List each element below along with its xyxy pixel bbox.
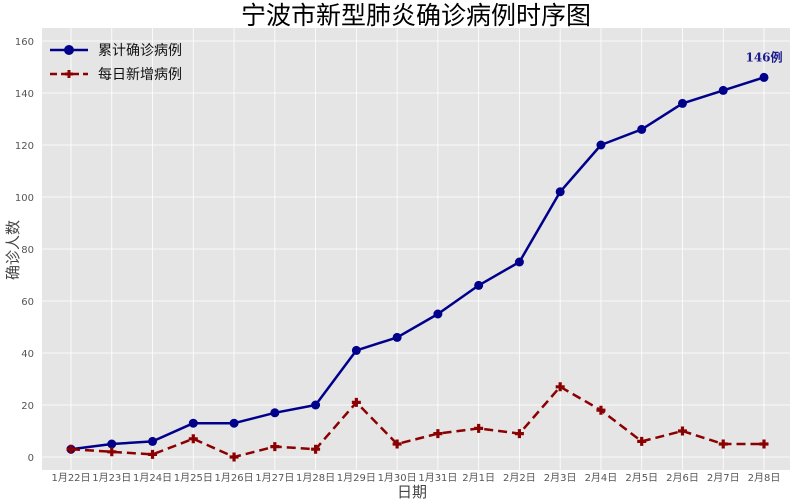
data-point (148, 436, 158, 446)
data-point (555, 382, 565, 392)
x-tick-label: 1月26日 (215, 472, 254, 484)
y-tick-label: 0 (28, 453, 34, 464)
x-tick-label: 1月27日 (255, 472, 294, 484)
data-point (66, 444, 76, 454)
x-tick-label: 1月23日 (92, 472, 131, 484)
data-point (718, 439, 728, 449)
series-daily (66, 382, 769, 462)
x-axis-ticks: 1月22日 1月23日 1月24日 1月25日 1月26日 1月27日 1月28日 1月29日… (51, 472, 780, 484)
data-point (392, 439, 402, 449)
y-tick-label: 100 (15, 193, 34, 204)
legend: 累计确诊病例 每日新增病例 (50, 43, 182, 83)
data-point (229, 418, 239, 428)
x-tick-label: 1月29日 (337, 472, 376, 484)
y-tick-label: 40 (21, 349, 34, 360)
y-tick-label: 160 (15, 37, 34, 48)
x-tick-label: 1月28日 (296, 472, 335, 484)
data-point (596, 405, 606, 415)
data-point (677, 426, 687, 436)
x-tick-label: 1月31日 (418, 472, 457, 484)
data-point (351, 345, 361, 355)
data-point (474, 280, 484, 290)
x-tick-label: 2月3日 (544, 472, 577, 484)
data-point (270, 408, 280, 418)
legend-marker-cumulative (64, 45, 74, 55)
legend-label-cumulative: 累计确诊病例 (98, 43, 182, 59)
data-point (637, 436, 647, 446)
data-point (596, 140, 606, 150)
data-point (677, 98, 687, 108)
x-tick-label: 1月22日 (51, 472, 90, 484)
series-line (70, 76, 765, 451)
x-tick-label: 2月5日 (625, 472, 658, 484)
data-point (188, 434, 198, 444)
data-point (229, 452, 239, 462)
y-tick-label: 20 (21, 401, 34, 412)
annotation-total: 146例 (745, 49, 782, 64)
data-point (392, 332, 402, 342)
data-point (311, 444, 321, 454)
data-point (351, 397, 361, 407)
data-point (514, 257, 524, 267)
x-tick-label: 2月4日 (585, 472, 618, 484)
data-point (555, 187, 565, 197)
data-point (433, 429, 443, 439)
y-tick-label: 80 (21, 245, 34, 256)
data-point (514, 429, 524, 439)
y-axis-ticks: 0 20 40 60 80 100 120 140 160 (15, 37, 34, 464)
data-point (637, 124, 647, 134)
data-point (188, 418, 198, 428)
y-axis-label: 确诊人数 (4, 220, 22, 280)
x-axis-label: 日期 (397, 483, 427, 501)
chart-title: 宁波市新型肺炎确诊病例时序图 (241, 1, 591, 30)
series-line (70, 385, 764, 459)
x-tick-label: 1月24日 (133, 472, 172, 484)
data-point (148, 449, 158, 459)
data-point (107, 447, 117, 457)
y-tick-label: 120 (15, 141, 34, 152)
data-point (718, 85, 728, 95)
data-point (759, 439, 769, 449)
x-tick-label: 1月30日 (378, 472, 417, 484)
data-point (311, 400, 321, 410)
x-tick-label: 1月25日 (174, 472, 213, 484)
x-tick-label: 2月6日 (666, 472, 699, 484)
x-tick-label: 2月2日 (503, 472, 536, 484)
y-tick-label: 140 (15, 89, 34, 100)
data-point (433, 309, 443, 319)
x-tick-label: 2月1日 (462, 472, 495, 484)
legend-marker-daily (65, 70, 73, 78)
grid-lines (42, 28, 790, 470)
x-tick-label: 2月7日 (707, 472, 740, 484)
y-tick-label: 60 (21, 297, 34, 308)
series-cumulative (66, 72, 769, 454)
data-point (474, 423, 484, 433)
data-point (107, 439, 117, 449)
data-point (759, 72, 769, 82)
data-point (270, 442, 280, 452)
x-tick-label: 2月8日 (748, 472, 781, 484)
legend-label-daily: 每日新增病例 (98, 67, 182, 83)
series-layer (66, 72, 769, 462)
